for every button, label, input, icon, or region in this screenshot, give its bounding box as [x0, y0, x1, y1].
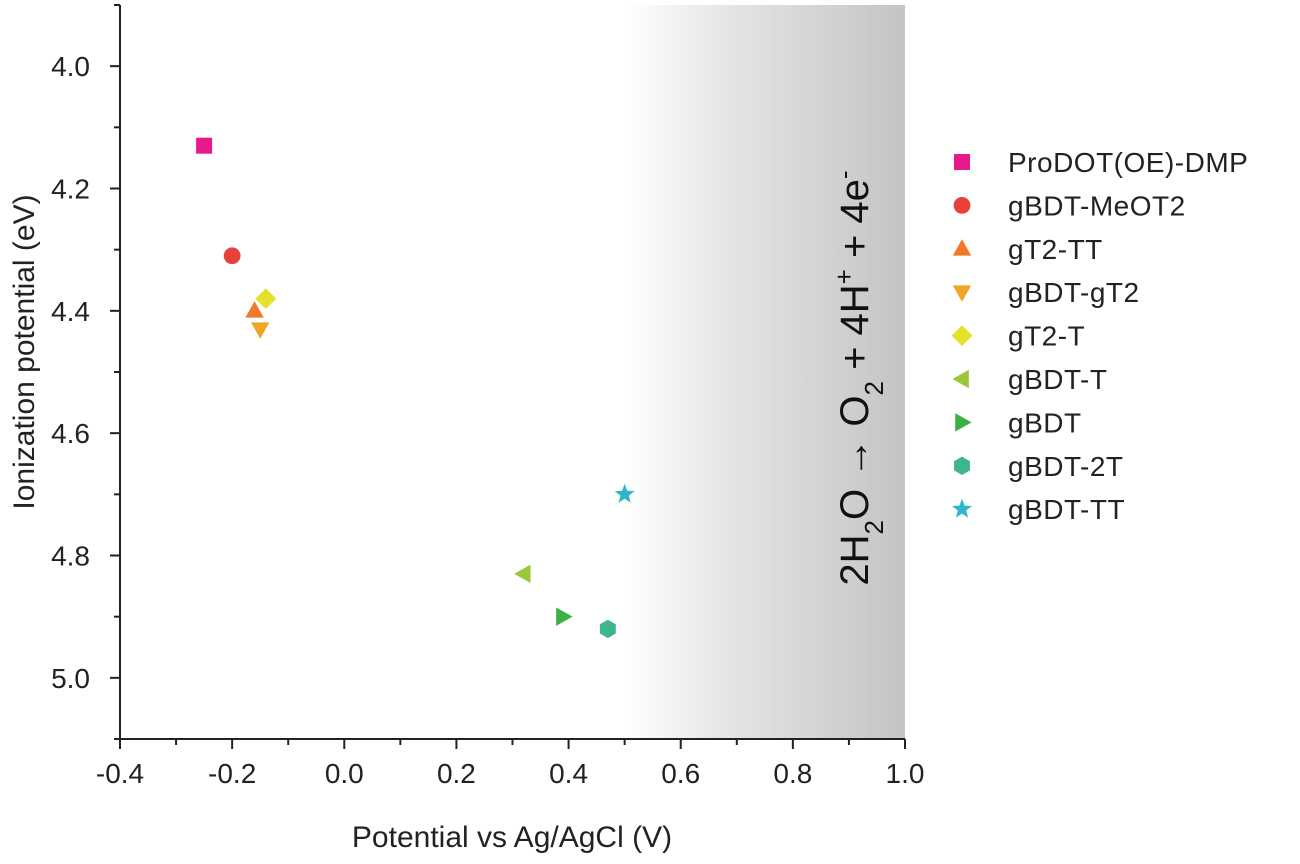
- annotation-part: + 4H: [833, 284, 877, 381]
- legend-marker: [952, 285, 972, 302]
- data-point: [223, 247, 241, 265]
- annotation-part: 2H: [833, 534, 877, 585]
- legend-label: gBDT-T: [1008, 364, 1107, 395]
- legend-label: ProDOT(OE)-DMP: [1008, 147, 1248, 178]
- data-points: [196, 137, 635, 639]
- legend-marker: [952, 369, 969, 389]
- data-point: [250, 322, 270, 339]
- x-tick-label: -0.2: [208, 758, 256, 789]
- legend-label: gT2-TT: [1008, 234, 1103, 265]
- legend-label: gBDT-MeOT2: [1008, 190, 1186, 221]
- data-point: [614, 483, 635, 503]
- x-tick-labels: -0.4 -0.2 0.0 0.2 0.4 0.6 0.8 1.0: [96, 758, 925, 789]
- annotation-part: -: [829, 170, 859, 179]
- legend-marker: [953, 197, 971, 214]
- annotation-part: +: [829, 269, 859, 284]
- y-tick-label: 4.4: [51, 296, 90, 327]
- y-tick-label: 4.2: [51, 174, 90, 205]
- data-point: [255, 288, 277, 309]
- annotation-part: O: [833, 396, 877, 438]
- legend: ProDOT(OE)-DMP gBDT-MeOT2 gT2-TT gBDT-gT2 gT…: [951, 147, 1248, 525]
- annotation-part: 2: [859, 381, 889, 395]
- x-tick-label: 0.8: [773, 758, 812, 789]
- y-tick-label: 4.0: [51, 51, 90, 82]
- annotation-part: O: [833, 478, 877, 520]
- legend-marker: [955, 413, 972, 432]
- ticks: [110, 4, 906, 749]
- legend-marker: [951, 325, 973, 346]
- x-axis-title: Potential vs Ag/AgCl (V): [352, 821, 672, 854]
- legend-label: gBDT: [1008, 407, 1082, 438]
- x-tick-label: -0.4: [96, 758, 144, 789]
- data-point: [196, 137, 213, 154]
- legend-label: gT2-T: [1008, 321, 1085, 352]
- legend-marker: [952, 239, 972, 256]
- legend-label: gBDT-TT: [1008, 494, 1125, 525]
- y-tick-label: 4.8: [51, 541, 90, 572]
- annotation-part: + 4e: [833, 179, 877, 269]
- annotation-part: →: [833, 438, 877, 478]
- legend-marker: [954, 456, 970, 475]
- y-tick-labels: 4.0 4.2 4.4 4.6 4.8 5.0: [51, 51, 90, 694]
- x-tick-label: 0.6: [661, 758, 700, 789]
- legend-label: gBDT-gT2: [1008, 277, 1140, 308]
- x-tick-label: 0.2: [437, 758, 476, 789]
- x-tick-label: 0.0: [325, 758, 364, 789]
- legend-marker: [954, 154, 970, 170]
- data-point: [599, 619, 616, 639]
- data-point: [245, 301, 264, 318]
- x-tick-label: 1.0: [886, 758, 925, 789]
- y-axis-title: Ionization potential (eV): [8, 194, 41, 509]
- legend-marker: [952, 498, 972, 518]
- legend-label: gBDT-2T: [1008, 451, 1124, 482]
- annotation-part: 2: [859, 520, 889, 534]
- reaction-annotation: 2H2O → O2 + 4H+ + 4e-: [829, 170, 889, 585]
- y-tick-label: 5.0: [51, 663, 90, 694]
- data-point: [556, 607, 573, 626]
- shaded-region: [624, 5, 905, 739]
- y-tick-label: 4.6: [51, 418, 90, 449]
- data-point: [514, 564, 531, 584]
- x-tick-label: 0.4: [549, 758, 588, 789]
